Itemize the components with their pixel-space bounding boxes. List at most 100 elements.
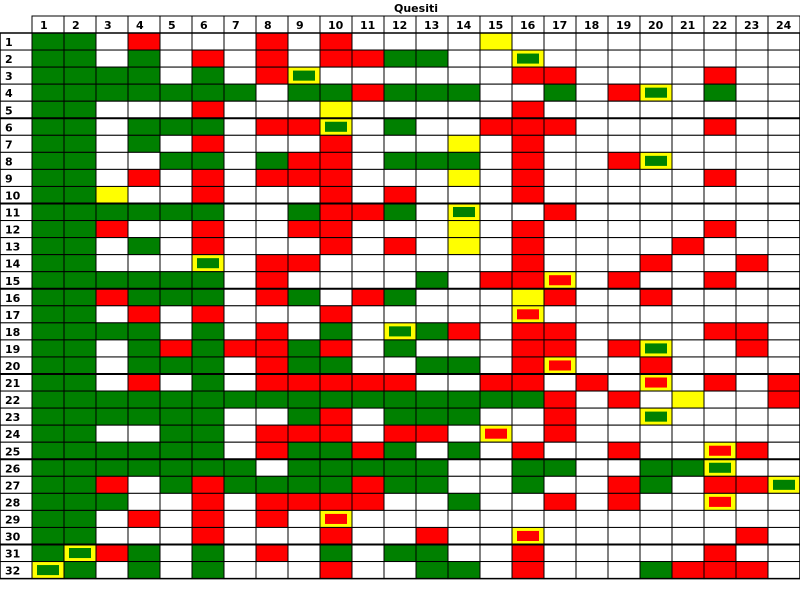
heatmap-cell <box>127 203 161 222</box>
heatmap-cell <box>255 305 289 324</box>
heatmap-cell <box>767 66 800 85</box>
heatmap-cell <box>543 526 577 546</box>
heatmap-cell <box>511 237 545 256</box>
heatmap-cell <box>223 100 257 119</box>
heatmap-cell <box>31 544 65 563</box>
row-label: 29 <box>5 513 20 526</box>
heatmap-cell <box>703 390 737 409</box>
heatmap-cell <box>159 305 193 324</box>
row-label: 12 <box>5 224 20 237</box>
column-label: 22 <box>712 19 727 32</box>
heatmap-cell <box>671 203 705 222</box>
heatmap-cell <box>671 475 705 494</box>
heatmap-cell <box>63 390 97 409</box>
row-label: 10 <box>5 190 21 203</box>
heatmap-cell <box>191 100 225 119</box>
heatmap-cell <box>223 407 257 426</box>
heatmap-cell <box>479 203 513 222</box>
row-label: 32 <box>5 565 20 578</box>
heatmap-cell <box>351 237 385 256</box>
heatmap-cell <box>31 441 65 460</box>
cell-mark <box>37 565 59 576</box>
heatmap-cell <box>351 49 385 68</box>
column-header-cell <box>159 15 193 34</box>
heatmap-cell <box>767 271 800 290</box>
heatmap-cell <box>703 83 737 102</box>
heatmap-cell <box>543 237 577 256</box>
heatmap-cell <box>575 83 609 102</box>
heatmap-cell <box>127 509 161 528</box>
heatmap-cell <box>479 151 513 170</box>
heatmap-cell <box>703 185 737 204</box>
heatmap-cell <box>703 407 737 426</box>
heatmap-cell <box>671 220 705 239</box>
heatmap-cell <box>415 83 449 102</box>
heatmap-cell <box>223 254 257 273</box>
heatmap-cell <box>63 49 97 68</box>
heatmap-cell <box>351 373 385 392</box>
heatmap-cell <box>415 526 449 546</box>
heatmap-cell <box>447 288 481 307</box>
cell-mark <box>69 548 91 559</box>
heatmap-cell <box>63 237 97 256</box>
heatmap-cell <box>735 168 769 187</box>
heatmap-cell <box>767 185 800 204</box>
heatmap-cell <box>735 492 769 511</box>
heatmap-cell <box>383 134 417 153</box>
heatmap-cell <box>351 561 385 580</box>
row-label: 1 <box>5 36 13 49</box>
heatmap-cell <box>127 100 161 119</box>
heatmap-cell <box>767 32 800 51</box>
heatmap-cell <box>31 526 65 546</box>
heatmap-cell <box>447 509 481 528</box>
cell-mark <box>709 445 731 456</box>
cell-mark <box>293 70 315 81</box>
heatmap-cell <box>415 441 449 460</box>
heatmap-cell <box>255 390 289 409</box>
heatmap-cell <box>95 168 129 187</box>
cell-mark <box>709 462 731 473</box>
heatmap-cell <box>447 66 481 85</box>
grid-border <box>0 32 800 580</box>
heatmap-cell <box>671 117 705 136</box>
heatmap-cell <box>703 475 737 494</box>
heatmap-cell <box>159 271 193 290</box>
heatmap-cell <box>287 373 321 392</box>
heatmap-cell <box>159 49 193 68</box>
heatmap-cell <box>511 220 545 239</box>
row-label: 9 <box>5 172 13 185</box>
heatmap-cell <box>383 492 417 511</box>
heatmap-cell <box>223 373 257 392</box>
heatmap-cell <box>319 544 353 563</box>
heatmap-cell <box>447 32 481 51</box>
heatmap-cell <box>671 339 705 358</box>
heatmap-cell <box>735 134 769 153</box>
heatmap-cell <box>159 475 193 494</box>
heatmap-cell <box>319 322 353 341</box>
heatmap-cell <box>191 271 225 290</box>
heatmap-cell <box>479 185 513 204</box>
heatmap-cell <box>703 305 737 324</box>
heatmap-cell <box>639 544 673 563</box>
heatmap-cell <box>543 134 577 153</box>
heatmap-cell <box>447 373 481 392</box>
heatmap-cell <box>191 185 225 204</box>
heatmap-cell <box>767 117 800 136</box>
heatmap-cell <box>223 117 257 136</box>
row-label: 3 <box>5 70 13 83</box>
heatmap-cell <box>511 339 545 358</box>
heatmap-cell <box>351 220 385 239</box>
heatmap-cell <box>607 509 641 528</box>
heatmap-cell <box>31 32 65 51</box>
heatmap-cell <box>735 322 769 341</box>
heatmap-cell <box>543 373 577 392</box>
heatmap-cell <box>575 407 609 426</box>
heatmap-cell <box>607 544 641 563</box>
heatmap-cell <box>351 424 385 443</box>
heatmap-cell <box>159 458 193 477</box>
heatmap-cell <box>415 424 449 443</box>
heatmap-cell <box>639 220 673 239</box>
row-label: 28 <box>5 496 20 509</box>
heatmap-cell <box>255 339 289 358</box>
heatmap-cell <box>671 509 705 528</box>
